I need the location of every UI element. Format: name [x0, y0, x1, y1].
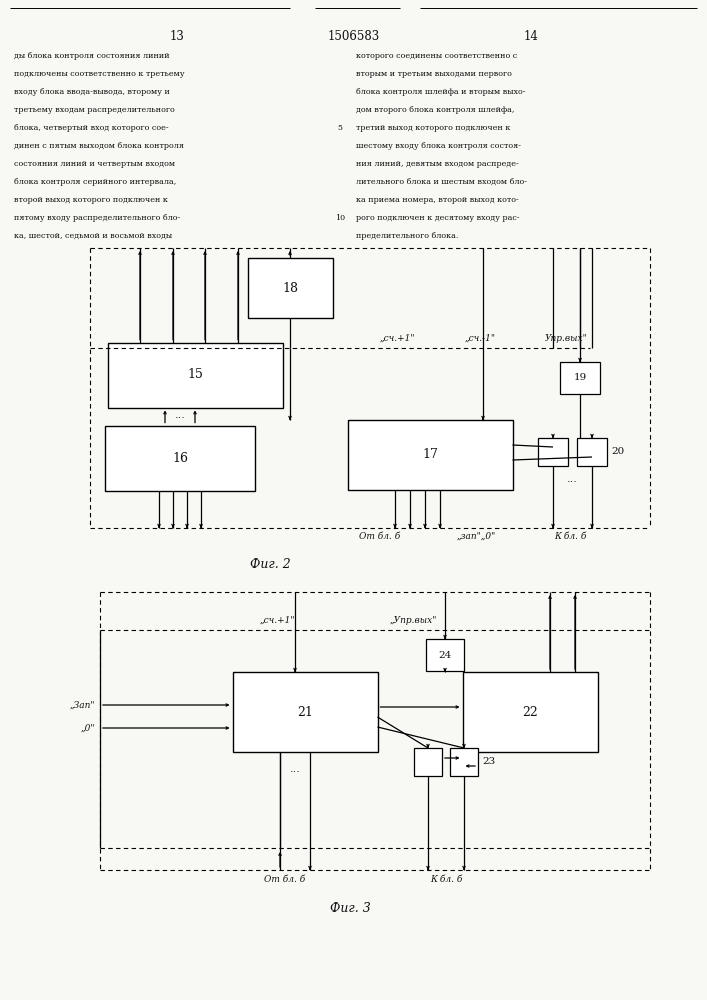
- Bar: [105, 426, 255, 490]
- Text: 21: 21: [297, 706, 313, 718]
- Text: 19: 19: [573, 373, 587, 382]
- Text: „сч.+1": „сч.+1": [380, 334, 416, 343]
- Text: ка, шестой, седьмой и восьмой входы: ка, шестой, седьмой и восьмой входы: [14, 232, 172, 240]
- Text: К бл. б: К бл. б: [430, 875, 462, 884]
- Text: лительного блока и шестым входом бло-: лительного блока и шестым входом бло-: [356, 178, 527, 186]
- Text: ...: ...: [567, 474, 578, 484]
- Bar: [233, 672, 378, 752]
- Text: Фиг. 2: Фиг. 2: [250, 558, 291, 571]
- Bar: [414, 748, 442, 776]
- Text: От бл. б: От бл. б: [264, 875, 305, 884]
- Text: 20: 20: [611, 448, 624, 456]
- Text: Упр.вых": Упр.вых": [545, 334, 588, 343]
- Text: ка приема номера, второй выход кото-: ка приема номера, второй выход кото-: [356, 196, 519, 204]
- Text: второй выход которого подключен к: второй выход которого подключен к: [14, 196, 168, 204]
- Text: 18: 18: [282, 282, 298, 294]
- Text: 23: 23: [482, 758, 495, 766]
- Text: пределительного блока.: пределительного блока.: [356, 232, 458, 240]
- Bar: [577, 438, 607, 466]
- Text: „сч.-1": „сч.-1": [465, 334, 496, 343]
- Text: блока контроля шлейфа и вторым выхо-: блока контроля шлейфа и вторым выхо-: [356, 88, 525, 96]
- Text: 15: 15: [187, 368, 203, 381]
- Text: Фиг. 3: Фиг. 3: [329, 902, 370, 915]
- Text: пятому входу распределительного бло-: пятому входу распределительного бло-: [14, 214, 180, 222]
- Text: От бл. б: От бл. б: [359, 532, 401, 541]
- Bar: [538, 438, 568, 466]
- Text: дом второго блока контроля шлейфа,: дом второго блока контроля шлейфа,: [356, 106, 515, 114]
- Text: 16: 16: [172, 452, 188, 464]
- Text: подключены соответственно к третьему: подключены соответственно к третьему: [14, 70, 185, 78]
- Text: „Зап": „Зап": [69, 700, 95, 710]
- Bar: [107, 342, 283, 408]
- Bar: [426, 639, 464, 671]
- Text: третьему входам распределительного: третьему входам распределительного: [14, 106, 175, 114]
- Text: 10: 10: [335, 214, 345, 222]
- Text: блока, четвертый вход которого сое-: блока, четвертый вход которого сое-: [14, 124, 169, 132]
- Text: 17: 17: [422, 448, 438, 462]
- Text: „Упр.вых": „Упр.вых": [390, 616, 438, 625]
- Text: „0": „0": [81, 724, 95, 732]
- Text: третий выход которого подключен к: третий выход которого подключен к: [356, 124, 510, 132]
- Text: 24: 24: [438, 650, 452, 660]
- Text: 22: 22: [522, 706, 538, 718]
- Bar: [348, 420, 513, 490]
- Bar: [247, 258, 332, 318]
- Text: входу блока ввода-вывода, второму и: входу блока ввода-вывода, второму и: [14, 88, 170, 96]
- Text: 1506583: 1506583: [328, 30, 380, 43]
- Text: ...: ...: [290, 764, 300, 774]
- Text: ния линий, девятым входом распреде-: ния линий, девятым входом распреде-: [356, 160, 519, 168]
- Text: 14: 14: [524, 30, 539, 43]
- Text: блока контроля серийного интервала,: блока контроля серийного интервала,: [14, 178, 176, 186]
- Text: 5: 5: [337, 124, 342, 132]
- Text: ...: ...: [175, 410, 185, 420]
- Bar: [450, 748, 478, 776]
- Text: „сч.+1": „сч.+1": [260, 616, 296, 625]
- Text: „зап"„0": „зап"„0": [457, 532, 496, 541]
- Text: состояния линий и четвертым входом: состояния линий и четвертым входом: [14, 160, 175, 168]
- Text: рого подключен к десятому входу рас-: рого подключен к десятому входу рас-: [356, 214, 520, 222]
- Text: К бл. б: К бл. б: [554, 532, 586, 541]
- Text: которого соединены соответственно с: которого соединены соответственно с: [356, 52, 518, 60]
- Bar: [560, 362, 600, 394]
- Bar: [462, 672, 597, 752]
- Text: 13: 13: [170, 30, 185, 43]
- Text: динен с пятым выходом блока контроля: динен с пятым выходом блока контроля: [14, 142, 184, 150]
- Text: ды блока контроля состояния линий: ды блока контроля состояния линий: [14, 52, 170, 60]
- Text: вторым и третьим выходами первого: вторым и третьим выходами первого: [356, 70, 512, 78]
- Text: шестому входу блока контроля состоя-: шестому входу блока контроля состоя-: [356, 142, 521, 150]
